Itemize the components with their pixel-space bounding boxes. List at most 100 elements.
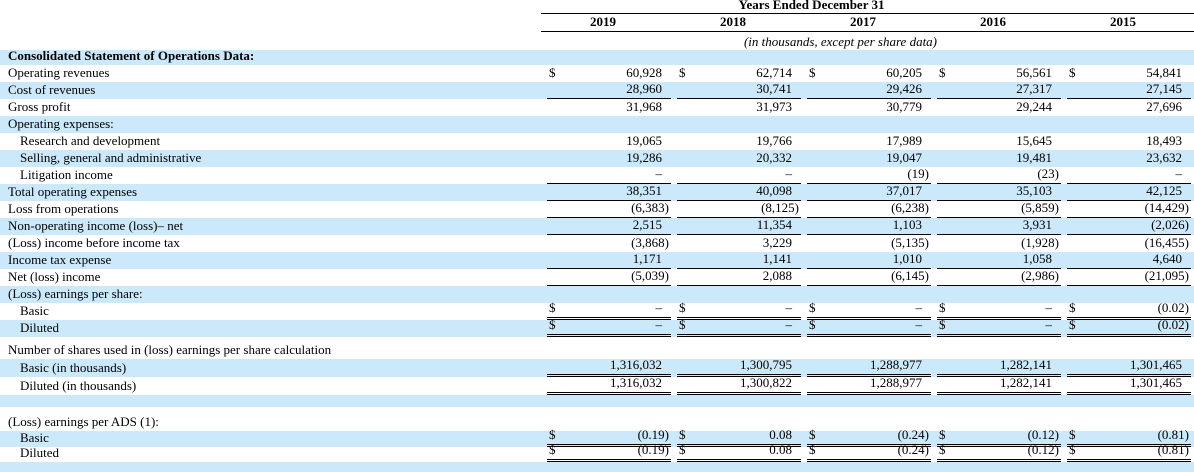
value-cell: 29,244 — [937, 99, 1061, 116]
row-label: Basic (in thousands) — [20, 360, 127, 375]
year-header-2015: 2015 — [1110, 14, 1136, 29]
cell-value: 42,125 — [1146, 183, 1182, 198]
row-label: Net (loss) income — [8, 269, 101, 284]
cell-value: – — [655, 300, 663, 315]
cell-value: (6,238) — [891, 200, 929, 215]
table-row: Diluted (in thousands) 1,316,032 1,300,822… — [0, 375, 1194, 395]
cell-value: (0.12) — [1027, 427, 1059, 442]
value-cell: 27,317 — [937, 81, 1061, 99]
value-cell: $ (0.81) — [1067, 442, 1191, 462]
value-cell: (5,859) — [937, 200, 1061, 218]
year-columns: (5,039) 2,088 (6,145) (2,986) (21,095) — [541, 268, 1194, 286]
table-row: Non-operating income (loss)– net 2,515 11,… — [0, 217, 1194, 235]
value-cell: 23,632 — [1067, 150, 1191, 167]
year-columns: $ (0.19) $0.08 $ (0.24) $ (0.12) $ (0.81) — [541, 427, 1194, 447]
cell-value: (8,125) — [761, 200, 799, 215]
value-cell: 19,065 — [547, 133, 671, 150]
table-header-years-row: 2019 2018 2017 2016 2015 — [0, 14, 1194, 32]
currency-symbol: $ — [939, 300, 946, 315]
cell-value: 1,316,032 — [610, 375, 662, 390]
value-cell: 31,973 — [677, 99, 801, 116]
cell-value: 37,017 — [886, 183, 922, 198]
value-cell: $ – — [677, 317, 801, 337]
table-row: Litigation income – – (19) (23) – — [0, 166, 1194, 184]
currency-symbol: $ — [549, 65, 556, 80]
value-cell: 30,741 — [677, 81, 801, 99]
value-cell: $ (0.12) — [937, 427, 1061, 447]
row-label: Basic — [20, 303, 49, 318]
cell-value: (2,986) — [1021, 268, 1059, 283]
cell-value: (3,868) — [631, 235, 669, 250]
value-cell: 2,088 — [677, 268, 801, 286]
value-cell: 20,332 — [677, 150, 801, 167]
currency-symbol: $ — [1069, 300, 1076, 315]
value-cell: 4,640 — [1067, 251, 1191, 269]
row-label: Diluted — [20, 320, 59, 335]
units-note: (in thousands, except per share data) — [541, 34, 1194, 50]
value-cell: 1,103 — [807, 217, 931, 235]
value-cell: 1,316,032 — [547, 357, 671, 377]
cell-value: 60,928 — [626, 65, 662, 80]
value-cell: $54,841 — [1067, 65, 1191, 82]
table-row: Consolidated Statement of Operations Dat… — [0, 48, 1194, 65]
cell-value: 1,141 — [762, 251, 792, 266]
table-row: Total operating expenses 38,351 40,098 37,0… — [0, 183, 1194, 201]
cell-value: 0.08 — [769, 442, 792, 457]
value-cell: 2,515 — [547, 217, 671, 235]
value-cell: (8,125) — [677, 200, 801, 218]
year-header-2016: 2016 — [980, 14, 1006, 29]
value-cell: (14,429) — [1067, 200, 1191, 218]
row-label: Selling, general and administrative — [20, 150, 202, 165]
year-columns: $60,928 $62,714 $60,205 $56,561 $54,841 — [541, 65, 1194, 82]
cell-value: 15,645 — [1016, 133, 1052, 148]
row-label: Non-operating income (loss)– net — [8, 218, 184, 233]
cell-value: 19,047 — [886, 150, 922, 165]
value-cell: $0.08 — [677, 427, 801, 447]
value-cell: $56,561 — [937, 65, 1061, 82]
value-cell: 31,968 — [547, 99, 671, 116]
header-spacer — [0, 31, 541, 32]
value-cell: $60,205 — [807, 65, 931, 82]
cell-value: (1,928) — [1021, 235, 1059, 250]
cell-value: 29,244 — [1016, 99, 1052, 114]
table-row: Research and development 19,065 19,766 17,9… — [0, 133, 1194, 150]
value-cell: 30,779 — [807, 99, 931, 116]
value-cell: 1,141 — [677, 251, 801, 269]
currency-symbol: $ — [939, 427, 946, 442]
currency-symbol: $ — [809, 65, 816, 80]
cell-value: 27,145 — [1146, 81, 1182, 96]
spacer-row — [0, 462, 1194, 472]
value-cell: $ (0.02) — [1067, 300, 1191, 320]
row-label: Operating revenues — [8, 65, 110, 80]
year-columns: 1,316,032 1,300,795 1,288,977 1,282,141 1,30… — [541, 357, 1194, 377]
cell-value: (21,095) — [1144, 268, 1189, 283]
cell-value: (23) — [1037, 166, 1059, 181]
cell-value: 1,282,141 — [1000, 357, 1052, 372]
cell-value: 27,696 — [1146, 99, 1182, 114]
value-cell: 1,288,977 — [807, 375, 931, 395]
cell-value: 19,286 — [626, 150, 662, 165]
row-label: Loss from operations — [8, 201, 119, 216]
row-label — [0, 406, 541, 407]
cell-value: 1,316,032 — [610, 357, 662, 372]
years-ended-title: Years Ended December 31 — [738, 0, 885, 12]
value-cell: 1,300,795 — [677, 357, 801, 377]
cell-value: 38,351 — [626, 183, 662, 198]
table-row: (Loss) earnings per ADS (1): — [0, 414, 1194, 431]
row-label: Diluted (in thousands) — [20, 378, 137, 393]
value-cell: 15,645 — [937, 133, 1061, 150]
value-cell: 1,316,032 — [547, 375, 671, 395]
cell-value: 1,058 — [1022, 251, 1052, 266]
row-label: (Loss) earnings per ADS (1): — [8, 414, 159, 429]
year-columns: (6,383) (8,125) (6,238) (5,859) (14,429) — [541, 200, 1194, 218]
value-cell: (2,986) — [937, 268, 1061, 286]
value-cell: $ – — [677, 300, 801, 320]
value-cell: 27,145 — [1067, 81, 1191, 99]
value-cell: 28,960 — [547, 81, 671, 99]
cell-value: (0.81) — [1157, 442, 1189, 457]
year-columns: 1,316,032 1,300,822 1,288,977 1,282,141 1,30… — [541, 375, 1194, 395]
cell-value: (0.19) — [637, 427, 669, 442]
cell-value: – — [915, 300, 923, 315]
cell-value: (0.24) — [897, 442, 929, 457]
value-cell: $ – — [937, 300, 1061, 320]
